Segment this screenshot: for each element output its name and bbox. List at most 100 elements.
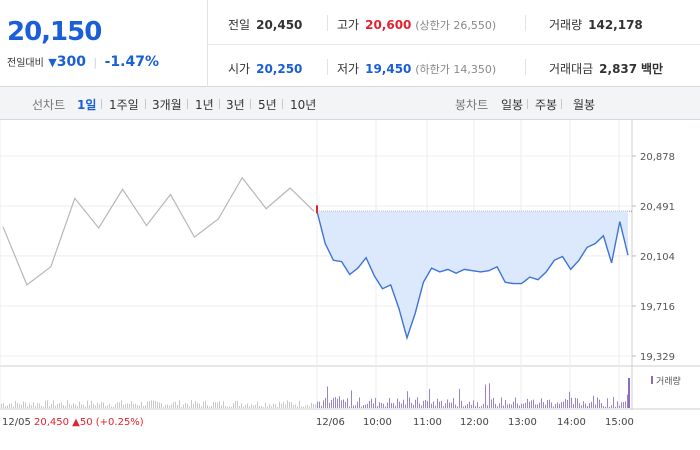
volume-bar [31,405,32,408]
tab-3y[interactable]: 3년 [226,98,245,112]
volume-bar [175,401,176,408]
stat-unit: 백만 [640,62,664,76]
tab-5y[interactable]: 5년 [258,98,277,112]
volume-bar [465,405,466,408]
stat-open: 시가 20,250 [228,60,302,77]
volume-bar [617,401,618,408]
stat-high: 고가 20,600 (상한가 26,550) [337,16,496,33]
volume-bar [505,399,506,408]
change-percent: -1.47% [104,54,159,70]
volume-bar [371,398,372,408]
volume-bar [499,403,500,408]
volume-bar [335,397,336,408]
stat-divider [327,15,328,31]
volume-bar [395,405,396,408]
volume-bar [573,403,574,408]
tab-daily[interactable]: 일봉 [501,98,524,112]
volume-bar [303,406,304,408]
volume-bar [99,404,100,408]
volume-bar [187,403,188,408]
volume-bar [571,397,572,408]
volume-legend-swatch [651,376,653,384]
volume-bar [225,405,226,408]
volume-bar [483,403,484,408]
volume-bar [381,402,382,408]
tab-3m[interactable]: 3개월 [152,98,182,112]
volume-bar [161,403,162,408]
volume-bar [41,405,42,408]
volume-bar [71,405,72,408]
stat-label: 저가 [337,62,360,76]
volume-bar [397,398,398,408]
volume-bar [299,400,300,408]
tab-weekly[interactable]: 주봉 [535,98,558,112]
stat-value: 19,450 [365,62,412,76]
volume-bar [441,400,442,408]
volume-bar [509,403,510,408]
volume-bar [463,406,464,408]
volume-bar [157,401,158,408]
volume-bar [33,402,34,408]
volume-bar [497,406,498,408]
tab-1d[interactable]: 1일 [77,98,97,112]
stat-label: 전일 [228,18,251,32]
volume-legend: 거래량 [656,375,681,387]
volume-bar [97,402,98,408]
volume-bar [541,398,542,408]
volume-bar [149,400,150,408]
volume-bar [417,397,418,408]
volume-bar [9,403,10,408]
volume-bar [181,406,182,408]
volume-bar [179,400,180,408]
volume-bar [589,403,590,408]
volume-bar [569,391,570,408]
volume-bar [579,403,580,408]
volume-bar [63,405,64,408]
volume-bar [127,403,128,408]
x-tick-label: 12/06 [316,417,345,428]
volume-bar [173,402,174,408]
volume-bar [329,402,330,408]
volume-bar [439,401,440,408]
volume-bar [613,397,614,408]
volume-bar [129,403,130,408]
volume-bar [599,399,600,408]
volume-bar [219,400,220,408]
volume-bar [405,404,406,408]
volume-bar [549,399,550,408]
volume-bar [445,403,446,408]
volume-bar [607,398,608,408]
volume-bar [347,398,348,408]
volume-bar [23,401,24,408]
tab-divider [250,99,251,109]
x-tick-label: 12:00 [460,417,489,428]
volume-bar [277,406,278,408]
tab-monthly[interactable]: 월봉 [573,98,596,112]
volume-bar [537,404,538,408]
volume-bar [327,386,328,408]
volume-bar [177,405,178,408]
volume-bar [317,401,318,408]
tab-1w[interactable]: 1주일 [109,98,139,112]
volume-bar [165,404,166,408]
tab-divider [282,99,283,109]
volume-bar [559,403,560,408]
volume-bar [477,402,478,408]
volume-bar [521,403,522,408]
volume-bar [311,402,312,408]
tab-10y[interactable]: 10년 [290,98,317,112]
volume-bar [251,404,252,408]
tab-1y[interactable]: 1년 [195,98,214,112]
volume-bar [233,403,234,408]
volume-bar [457,406,458,408]
volume-bar [469,401,470,408]
volume-bar [115,404,116,408]
volume-bar [387,402,388,408]
volume-bar [507,404,508,408]
volume-bar [83,404,84,408]
chart-tabs: 선차트 1일 1주일 3개월 1년 3년 5년 10년 봉차트 일봉 주봉 월봉 [0,87,700,120]
volume-bar [75,404,76,408]
volume-bar [7,405,8,408]
volume-bar [351,390,352,408]
volume-bar [257,401,258,408]
